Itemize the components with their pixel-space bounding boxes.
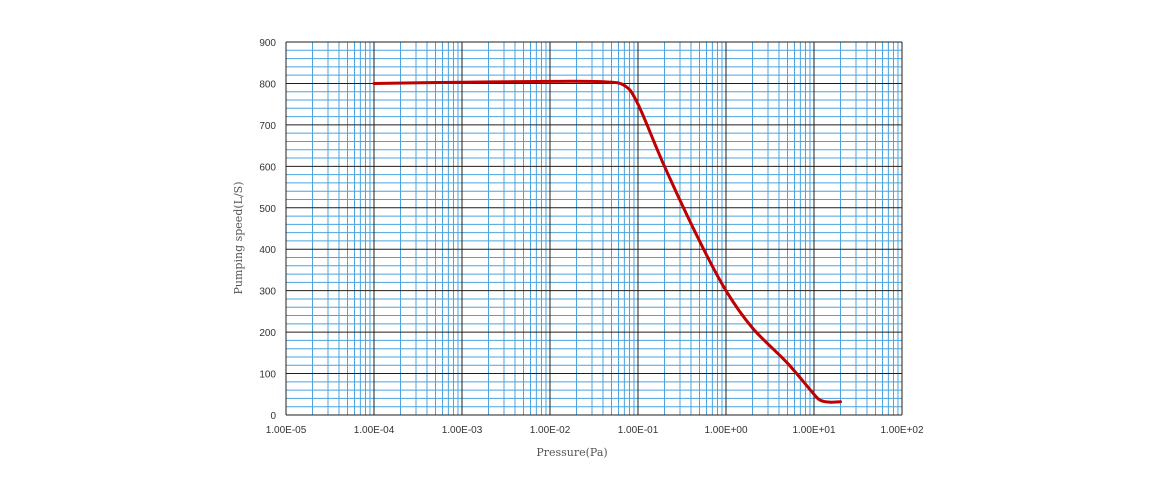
x-axis-title: Pressure(Pa) xyxy=(536,446,607,459)
x-tick-label: 1.00E-05 xyxy=(266,425,307,436)
plot-area xyxy=(286,42,902,415)
y-tick-label: 600 xyxy=(259,162,276,173)
data-point xyxy=(786,362,789,365)
series-line xyxy=(372,79,842,404)
minor-gridlines xyxy=(286,42,902,415)
y-tick-label: 500 xyxy=(259,204,276,215)
data-point xyxy=(601,80,604,83)
x-tick-label: 1.00E-03 xyxy=(442,425,483,436)
x-tick-label: 1.00E-04 xyxy=(354,425,395,436)
x-tick-label: 1.00E+02 xyxy=(880,425,924,436)
y-tick-labels: 0 100 200 300 400 500 600 700 800 900 xyxy=(259,38,276,422)
y-tick-label: 0 xyxy=(270,411,276,422)
data-point xyxy=(623,84,626,87)
y-axis-title: Pumping speed(L/S) xyxy=(232,182,245,295)
data-point xyxy=(725,289,728,292)
x-tick-label: 1.00E-02 xyxy=(530,425,571,436)
y-tick-label: 400 xyxy=(259,245,276,256)
data-point xyxy=(751,326,754,329)
data-point xyxy=(461,81,464,84)
y-tick-label: 800 xyxy=(259,79,276,90)
y-tick-label: 100 xyxy=(259,370,276,381)
x-tick-label: 1.00E-01 xyxy=(618,425,659,436)
major-gridlines xyxy=(285,41,903,416)
data-point xyxy=(663,165,666,168)
y-tick-label: 300 xyxy=(259,287,276,298)
data-point xyxy=(839,400,842,403)
data-point xyxy=(549,80,552,83)
y-tick-label: 200 xyxy=(259,328,276,339)
data-point xyxy=(637,103,640,106)
x-tick-labels: 1.00E-05 1.00E-04 1.00E-03 1.00E-02 1.00E-01… xyxy=(266,425,924,436)
x-tick-label: 1.00E+00 xyxy=(704,425,748,436)
data-point xyxy=(828,401,831,404)
data-point xyxy=(819,399,822,402)
x-tick-label: 1.00E+01 xyxy=(792,425,836,436)
series-layer xyxy=(372,79,842,404)
data-point xyxy=(813,393,816,396)
data-point xyxy=(698,239,701,242)
data-point xyxy=(373,82,376,85)
y-tick-label: 700 xyxy=(259,121,276,132)
y-tick-label: 900 xyxy=(259,38,276,49)
